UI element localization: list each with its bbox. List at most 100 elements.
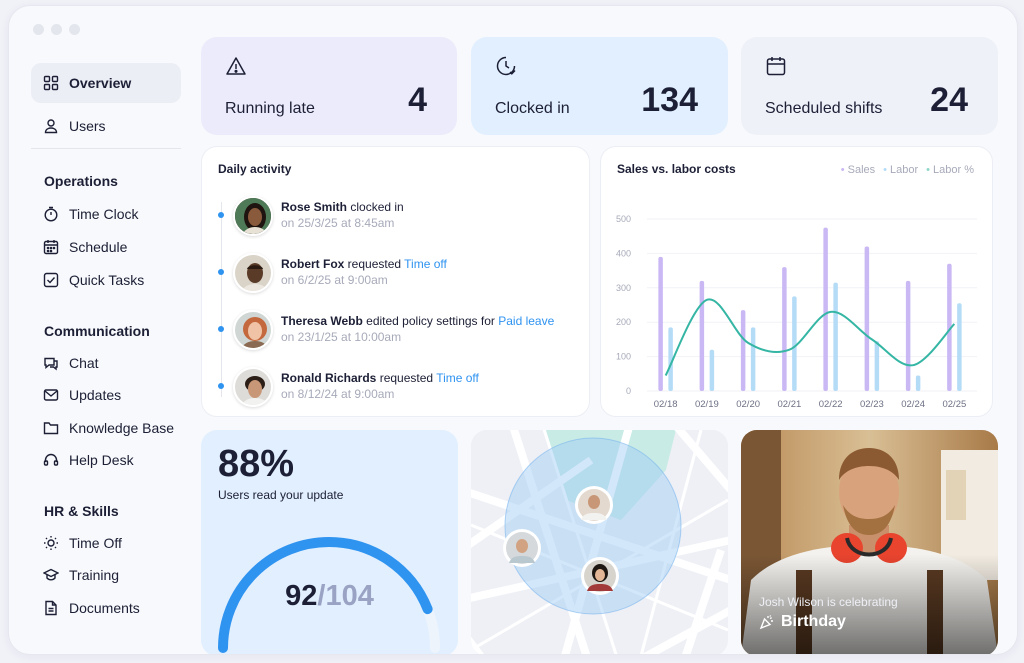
calendar-icon — [43, 240, 59, 255]
timeline-dot — [218, 269, 224, 275]
grid-icon — [43, 75, 59, 91]
sidebar-item-label: Overview — [69, 75, 132, 91]
panel-title: Daily activity — [218, 162, 292, 176]
legend-item-sales[interactable]: Sales — [841, 164, 876, 176]
location-map[interactable] — [471, 430, 728, 654]
sidebar-item-time-off[interactable]: Time Off — [31, 523, 181, 563]
map-pin-avatar[interactable] — [575, 486, 613, 524]
bar-labor[interactable] — [750, 327, 756, 391]
sidebar-item-training[interactable]: Training — [31, 555, 181, 595]
bar-sales[interactable] — [782, 267, 787, 391]
activity-item[interactable]: Rose Smith clocked in on 25/3/25 at 8:45… — [218, 192, 578, 238]
party-popper-icon — [759, 615, 773, 630]
activity-action: edited policy settings for — [362, 314, 499, 328]
bar-labor[interactable] — [668, 327, 673, 391]
activity-text: Theresa Webb edited policy settings for … — [281, 314, 554, 328]
activity-time: on 6/2/25 at 9:00am — [281, 273, 388, 287]
legend-item-labor-percent[interactable]: Labor % — [926, 164, 974, 176]
sidebar-item-updates[interactable]: Updates — [31, 375, 181, 415]
bar-sales[interactable] — [947, 263, 952, 391]
activity-item[interactable]: Robert Fox requested Time off on 6/2/25 … — [218, 249, 578, 295]
line-labor-percent[interactable] — [664, 298, 956, 376]
bar-labor[interactable] — [792, 296, 797, 391]
map-canvas — [471, 430, 728, 654]
x-tick-label: 02/25 — [942, 399, 966, 410]
sidebar-item-label: Chat — [69, 355, 99, 371]
activity-link[interactable]: Time off — [436, 371, 479, 385]
x-tick-label: 02/20 — [736, 399, 760, 410]
chart-title: Sales vs. labor costs — [617, 162, 736, 176]
bar-labor[interactable] — [915, 375, 921, 391]
sidebar-item-knowledge-base[interactable]: Knowledge Base — [31, 408, 181, 448]
bar-sales[interactable] — [699, 280, 705, 391]
map-pin-avatar[interactable] — [503, 529, 541, 567]
timeline-dot — [218, 383, 224, 389]
avatar — [233, 367, 273, 407]
bar-labor[interactable] — [957, 303, 962, 391]
activity-action: clocked in — [347, 200, 404, 214]
sidebar-item-overview[interactable]: Overview — [31, 63, 181, 103]
graduation-cap-icon — [43, 568, 59, 581]
sidebar-item-label: Updates — [69, 387, 122, 403]
birthday-card[interactable]: Josh Wilson is celebrating Birthday — [741, 430, 998, 654]
read-update-card[interactable]: 88% Users read your update 92/104 — [201, 430, 458, 654]
y-tick-label: 300 — [616, 283, 631, 293]
divider — [31, 148, 181, 149]
bar-sales[interactable] — [864, 246, 870, 391]
sidebar-item-documents[interactable]: Documents — [31, 588, 181, 628]
sidebar-item-label: Training — [69, 567, 120, 583]
clock-check-icon — [496, 56, 516, 76]
sidebar-item-label: Help Desk — [69, 452, 134, 468]
read-percent: 88% — [218, 443, 295, 485]
x-tick-label: 02/23 — [860, 399, 884, 410]
activity-item[interactable]: Ronald Richards requested Time off on 8/… — [218, 363, 578, 409]
user-icon — [44, 119, 58, 134]
x-tick-label: 02/21 — [777, 399, 801, 410]
stopwatch-icon — [44, 206, 58, 222]
stat-card-running-late[interactable]: Running late 4 — [201, 37, 457, 135]
bar-sales[interactable] — [905, 280, 911, 391]
read-count: 92/104 — [201, 580, 458, 613]
folder-icon — [43, 422, 59, 435]
map-pin-avatar[interactable] — [581, 557, 619, 595]
bar-labor[interactable] — [709, 349, 715, 391]
sidebar-group-title: Operations — [44, 173, 118, 189]
stat-label: Running late — [225, 100, 315, 117]
bar-sales[interactable] — [823, 227, 828, 391]
activity-link[interactable]: Time off — [404, 257, 447, 271]
birthday-caption: Josh Wilson is celebrating — [759, 595, 898, 609]
daily-activity-panel: Daily activity Rose Smith clocked in on … — [201, 146, 590, 417]
sidebar-item-quick-tasks[interactable]: Quick Tasks — [31, 260, 181, 300]
stat-card-scheduled-shifts[interactable]: Scheduled shifts 24 — [741, 37, 998, 135]
activity-text: Rose Smith clocked in — [281, 200, 404, 214]
legend-item-labor[interactable]: Labor — [883, 164, 918, 176]
activity-link[interactable]: Paid leave — [498, 314, 555, 328]
avatar — [233, 310, 273, 350]
activity-item[interactable]: Theresa Webb edited policy settings for … — [218, 306, 578, 352]
timeline-line — [221, 202, 222, 397]
sidebar: Overview Users Operations Time Clock Sch… — [9, 6, 199, 654]
bar-labor[interactable] — [833, 282, 838, 391]
bar-sales[interactable] — [740, 310, 746, 391]
activity-time: on 25/3/25 at 8:45am — [281, 216, 395, 230]
mail-icon — [43, 389, 59, 401]
read-subtitle: Users read your update — [218, 488, 344, 502]
activity-time: on 23/1/25 at 10:00am — [281, 330, 402, 344]
sidebar-item-users[interactable]: Users — [31, 106, 181, 146]
sidebar-item-time-clock[interactable]: Time Clock — [31, 194, 181, 234]
read-gauge — [218, 537, 440, 653]
stat-card-clocked-in[interactable]: Clocked in 134 — [471, 37, 728, 135]
sales-labor-chart-panel: Sales vs. labor costs Sales Labor Labor … — [600, 146, 993, 417]
sun-icon — [44, 536, 58, 550]
bar-labor[interactable] — [874, 341, 880, 391]
activity-user: Ronald Richards — [281, 371, 377, 385]
y-tick-label: 200 — [616, 317, 631, 327]
sidebar-item-schedule[interactable]: Schedule — [31, 227, 181, 267]
bar-sales[interactable] — [658, 256, 663, 391]
read-count-value: 92 — [285, 580, 318, 612]
avatar — [233, 196, 273, 236]
sidebar-item-chat[interactable]: Chat — [31, 343, 181, 383]
sidebar-item-label: Documents — [69, 600, 140, 616]
birthday-title: Birthday — [759, 613, 846, 631]
sidebar-item-help-desk[interactable]: Help Desk — [31, 440, 181, 480]
